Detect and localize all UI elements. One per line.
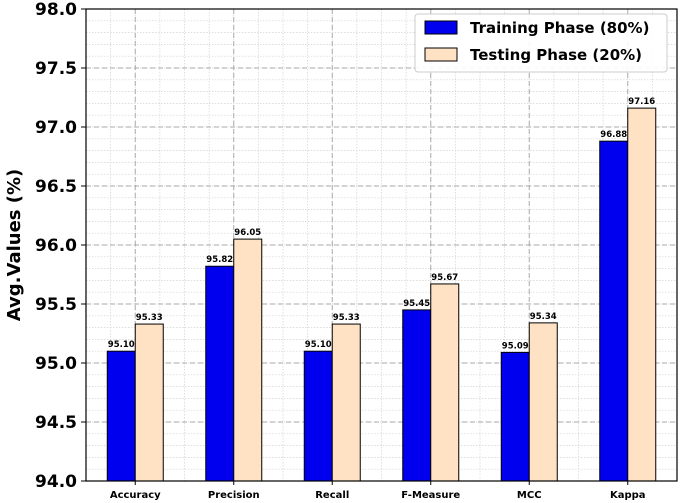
data-label-testing-f-measure: 95.67: [431, 273, 458, 283]
legend: Training Phase (80%) Testing Phase (20%): [414, 13, 668, 73]
data-label-training-accuracy: 95.10: [108, 340, 135, 350]
x-tick-label-kappa: Kappa: [610, 490, 646, 501]
data-label-testing-mcc: 95.34: [530, 312, 557, 322]
bar-training-mcc: [500, 351, 530, 482]
data-label-testing-accuracy: 95.33: [136, 313, 163, 323]
y-tick-label: 97.5: [35, 59, 77, 79]
legend-label-testing: Testing Phase (20%): [470, 46, 642, 64]
data-label-testing-kappa: 97.16: [628, 97, 655, 107]
bar-training-f-measure: [402, 309, 432, 482]
bar-training-accuracy: [106, 350, 136, 482]
x-tick-label-f-measure: F-Measure: [401, 490, 460, 501]
data-labels-group: 95.10 95.82 95.10 95.45 95.09 96.88 95.33 96.05…: [108, 97, 655, 351]
legend-label-training: Training Phase (80%): [470, 19, 649, 37]
x-axis-ticks: Accuracy Precision Recall F-Measure MCC Kappa: [110, 481, 646, 501]
data-label-training-f-measure: 95.45: [403, 299, 430, 309]
bar-testing-f-measure: [430, 283, 460, 482]
bar-testing-recall: [331, 323, 361, 482]
data-label-testing-recall: 95.33: [333, 313, 360, 323]
bars-group: [106, 107, 657, 482]
bar-training-kappa: [599, 140, 629, 482]
bar-testing-accuracy: [134, 323, 164, 482]
x-tick-label-accuracy: Accuracy: [110, 490, 161, 501]
legend-swatch-testing: [424, 47, 458, 62]
bar-testing-precision: [233, 238, 263, 482]
bar-training-precision: [205, 265, 235, 482]
y-tick-label: 95.0: [35, 354, 77, 374]
bar-testing-kappa: [627, 107, 657, 482]
x-tick-label-precision: Precision: [208, 490, 260, 501]
bar-training-recall: [303, 350, 333, 482]
x-tick-label-recall: Recall: [315, 490, 349, 501]
data-label-training-precision: 95.82: [206, 255, 233, 265]
legend-box: [414, 13, 668, 73]
data-label-training-kappa: 96.88: [600, 130, 627, 140]
y-tick-label: 96.5: [35, 177, 77, 197]
data-label-training-mcc: 95.09: [502, 341, 529, 351]
y-tick-label: 96.0: [35, 236, 77, 256]
bar-testing-mcc: [528, 322, 558, 482]
data-label-training-recall: 95.10: [305, 340, 332, 350]
y-tick-label: 94.5: [35, 413, 77, 433]
y-tick-label: 95.5: [35, 295, 77, 315]
y-tick-label: 98.0: [35, 0, 77, 20]
y-axis-label: Avg.Values (%): [4, 169, 25, 322]
legend-swatch-training: [424, 20, 458, 35]
y-tick-label: 97.0: [35, 118, 77, 138]
y-axis-ticks: 94.0 94.5 95.0 95.5 96.0 96.5 97.0 97.5 98.0: [35, 0, 86, 492]
y-tick-label: 94.0: [35, 472, 77, 492]
data-label-testing-precision: 96.05: [234, 228, 261, 238]
x-tick-label-mcc: MCC: [517, 490, 542, 501]
grid-lines: [85, 8, 678, 482]
